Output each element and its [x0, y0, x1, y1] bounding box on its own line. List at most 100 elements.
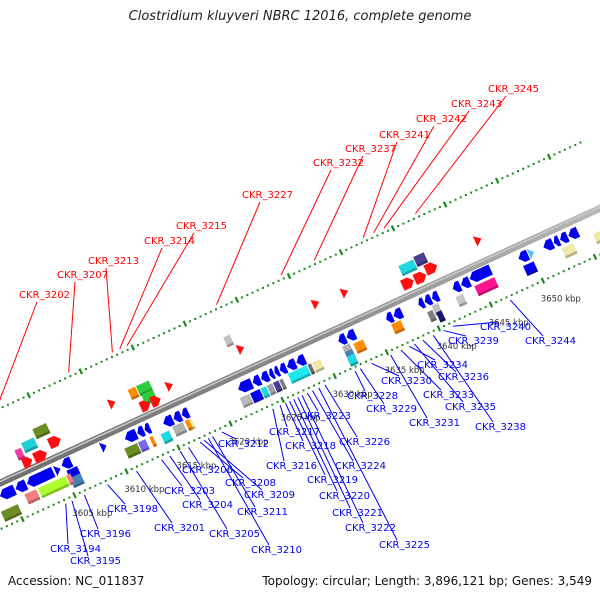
gene-feature[interactable] [526, 247, 537, 260]
gene-feature[interactable] [399, 275, 416, 291]
gene-label[interactable]: CKR_3210 [251, 545, 302, 556]
gene-feature[interactable] [278, 362, 289, 375]
gene-feature[interactable] [311, 359, 325, 373]
gene-feature[interactable] [25, 466, 56, 489]
gene-feature[interactable] [459, 276, 472, 290]
gene-feature[interactable] [127, 386, 140, 401]
gene-label[interactable]: CKR_3207 [57, 270, 108, 281]
gene-label[interactable]: CKR_3204 [182, 500, 233, 511]
gene-label[interactable]: CKR_3237 [345, 144, 396, 155]
gene-feature[interactable] [13, 479, 29, 494]
gene-feature[interactable] [391, 320, 406, 335]
gene-feature[interactable] [285, 358, 298, 372]
gene-feature[interactable] [180, 407, 191, 420]
gene-label[interactable]: CKR_3240 [480, 322, 531, 333]
gene-label[interactable]: CKR_3238 [475, 422, 526, 433]
gene-feature[interactable] [566, 226, 581, 241]
gene-feature[interactable] [435, 310, 446, 323]
gene-feature[interactable] [422, 293, 434, 307]
gene-label[interactable]: CKR_3221 [332, 508, 383, 519]
gene-label[interactable]: CKR_3233 [423, 390, 474, 401]
gene-feature[interactable] [160, 430, 174, 445]
gene-feature[interactable] [552, 235, 562, 247]
gene-feature[interactable] [32, 423, 51, 440]
gene-feature[interactable] [272, 380, 283, 393]
gene-feature[interactable] [353, 339, 368, 354]
gene-label[interactable]: CKR_3194 [50, 544, 101, 555]
gene-feature[interactable] [250, 389, 265, 404]
gene-label[interactable]: CKR_3232 [313, 158, 364, 169]
gene-feature[interactable] [239, 393, 254, 409]
gene-feature[interactable] [260, 386, 271, 399]
gene-label[interactable]: CKR_3218 [285, 441, 336, 452]
gene-feature[interactable] [307, 363, 316, 375]
gene-feature[interactable] [279, 378, 288, 391]
gene-label[interactable]: CKR_3203 [164, 486, 215, 497]
gene-feature[interactable] [592, 228, 600, 245]
gene-feature[interactable] [172, 421, 188, 437]
gene-feature[interactable] [123, 428, 139, 444]
gene-feature[interactable] [223, 334, 235, 348]
gene-label[interactable]: CKR_3196 [80, 529, 131, 540]
gene-label[interactable]: CKR_3208 [225, 478, 276, 489]
gene-feature[interactable] [474, 277, 499, 297]
gene-feature[interactable] [171, 410, 184, 424]
gene-feature[interactable] [0, 484, 17, 502]
gene-feature[interactable] [161, 414, 176, 428]
gene-label[interactable]: CKR_3235 [445, 402, 496, 413]
gene-feature[interactable] [344, 328, 358, 343]
gene-feature[interactable] [472, 233, 484, 247]
gene-feature[interactable] [69, 473, 85, 489]
gene-feature[interactable] [124, 442, 142, 459]
gene-label[interactable]: CKR_3198 [107, 504, 158, 515]
gene-label[interactable]: CKR_3223 [300, 411, 351, 422]
gene-feature[interactable] [294, 353, 308, 368]
gene-label[interactable]: CKR_3245 [488, 84, 539, 95]
gene-feature[interactable] [0, 504, 23, 522]
gene-feature[interactable] [558, 231, 570, 244]
gene-label[interactable]: CKR_3217 [269, 427, 320, 438]
gene-feature[interactable] [98, 440, 109, 453]
gene-label[interactable]: CKR_3225 [379, 540, 430, 551]
gene-feature[interactable] [106, 397, 118, 410]
gene-label[interactable]: CKR_3227 [242, 190, 293, 201]
gene-feature[interactable] [20, 454, 35, 469]
gene-feature[interactable] [46, 434, 63, 450]
gene-feature[interactable] [24, 489, 41, 505]
gene-feature[interactable] [142, 422, 153, 435]
gene-label[interactable]: CKR_3209 [244, 490, 295, 501]
gene-feature[interactable] [32, 448, 49, 464]
gene-feature[interactable] [391, 307, 405, 321]
gene-feature[interactable] [52, 464, 63, 477]
gene-feature[interactable] [137, 439, 150, 453]
gene-feature[interactable] [266, 383, 277, 396]
gene-label[interactable]: CKR_3206 [182, 465, 233, 476]
gene-label[interactable]: CKR_3195 [70, 556, 121, 567]
gene-feature[interactable] [236, 378, 255, 394]
gene-feature[interactable] [451, 280, 463, 294]
gene-label[interactable]: CKR_3205 [209, 529, 260, 540]
gene-label[interactable]: CKR_3242 [416, 114, 467, 125]
gene-label[interactable]: CKR_3241 [379, 130, 430, 141]
gene-feature[interactable] [423, 260, 439, 276]
gene-feature[interactable] [235, 342, 246, 356]
gene-feature[interactable] [149, 435, 158, 448]
gene-feature[interactable] [523, 261, 539, 277]
gene-label[interactable]: CKR_3231 [409, 418, 460, 429]
gene-feature[interactable] [430, 290, 441, 304]
gene-label[interactable]: CKR_3222 [345, 523, 396, 534]
gene-feature[interactable] [561, 243, 578, 259]
gene-label[interactable]: CKR_3234 [417, 360, 468, 371]
gene-feature[interactable] [455, 293, 468, 308]
gene-feature[interactable] [59, 456, 74, 471]
gene-label[interactable]: CKR_3211 [237, 507, 288, 518]
gene-feature[interactable] [259, 370, 271, 384]
gene-feature[interactable] [184, 419, 194, 432]
gene-feature[interactable] [416, 297, 427, 309]
gene-feature[interactable] [267, 368, 277, 380]
gene-label[interactable]: CKR_3236 [438, 372, 489, 383]
gene-feature[interactable] [250, 374, 263, 387]
gene-feature[interactable] [467, 264, 493, 284]
gene-label[interactable]: CKR_3213 [88, 256, 139, 267]
gene-feature[interactable] [336, 332, 349, 346]
